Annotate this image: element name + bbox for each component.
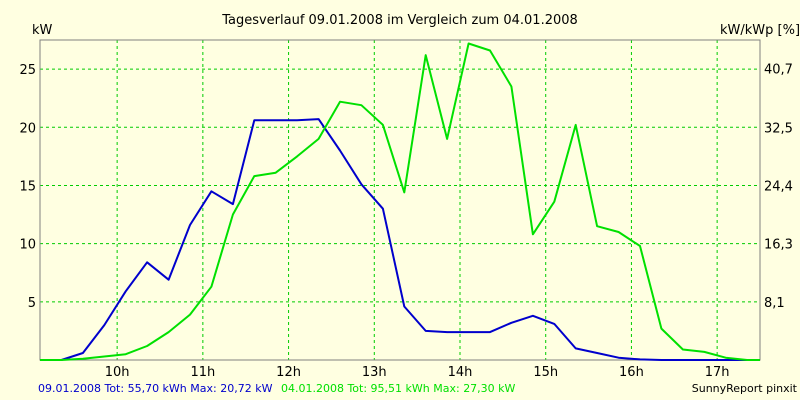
svg-text:09.01.2008 Tot: 55,70 kWh Max:: 09.01.2008 Tot: 55,70 kWh Max: 20,72 kW … xyxy=(38,382,516,395)
series-lines xyxy=(40,42,760,361)
series-line-2 xyxy=(40,42,760,361)
footer-series-1-summary: 09.01.2008 Tot: 55,70 kWh Max: 20,72 kW xyxy=(38,382,273,395)
y-right-tick-label: 32,5 xyxy=(764,121,793,136)
footer-series-2-summary: 04.01.2008 Tot: 95,51 kWh Max: 27,30 kW xyxy=(281,382,516,395)
x-tick-label: 16h xyxy=(619,365,644,380)
x-tick-label: 14h xyxy=(448,365,473,380)
footer-credit: SunnyReport pinxit xyxy=(692,382,798,395)
plot-area-frame xyxy=(39,39,761,361)
y-axis-left-label: kW xyxy=(32,23,53,38)
series-line-1 xyxy=(40,118,760,361)
y-right-tick-label: 40,7 xyxy=(764,63,793,78)
y-left-tick-label: 5 xyxy=(28,296,36,311)
y-axis-right-label: kW/kWp [%] xyxy=(720,23,800,38)
y-right-tick-label: 16,3 xyxy=(764,237,793,252)
x-tick-label: 12h xyxy=(276,365,301,380)
x-tick-label: 17h xyxy=(705,365,730,380)
y-left-tick-label: 10 xyxy=(19,238,36,253)
tick-labels: 10h 11h 12h 13h 14h 15h 16h 17h 5 10 15 20 25 8,1 16,3… xyxy=(19,63,793,380)
x-tick-label: 10h xyxy=(105,365,130,380)
grid-lines xyxy=(40,40,760,360)
y-right-tick-label: 8,1 xyxy=(764,296,785,311)
x-tick-label: 15h xyxy=(533,365,558,380)
y-right-tick-label: 24,4 xyxy=(764,179,793,194)
y-left-tick-label: 15 xyxy=(19,179,36,194)
y-left-tick-label: 25 xyxy=(19,63,36,78)
y-left-tick-label: 20 xyxy=(19,121,36,136)
x-tick-label: 13h xyxy=(362,365,387,380)
x-tick-label: 11h xyxy=(190,365,215,380)
chart-title: Tagesverlauf 09.01.2008 im Vergleich zum… xyxy=(221,13,578,28)
